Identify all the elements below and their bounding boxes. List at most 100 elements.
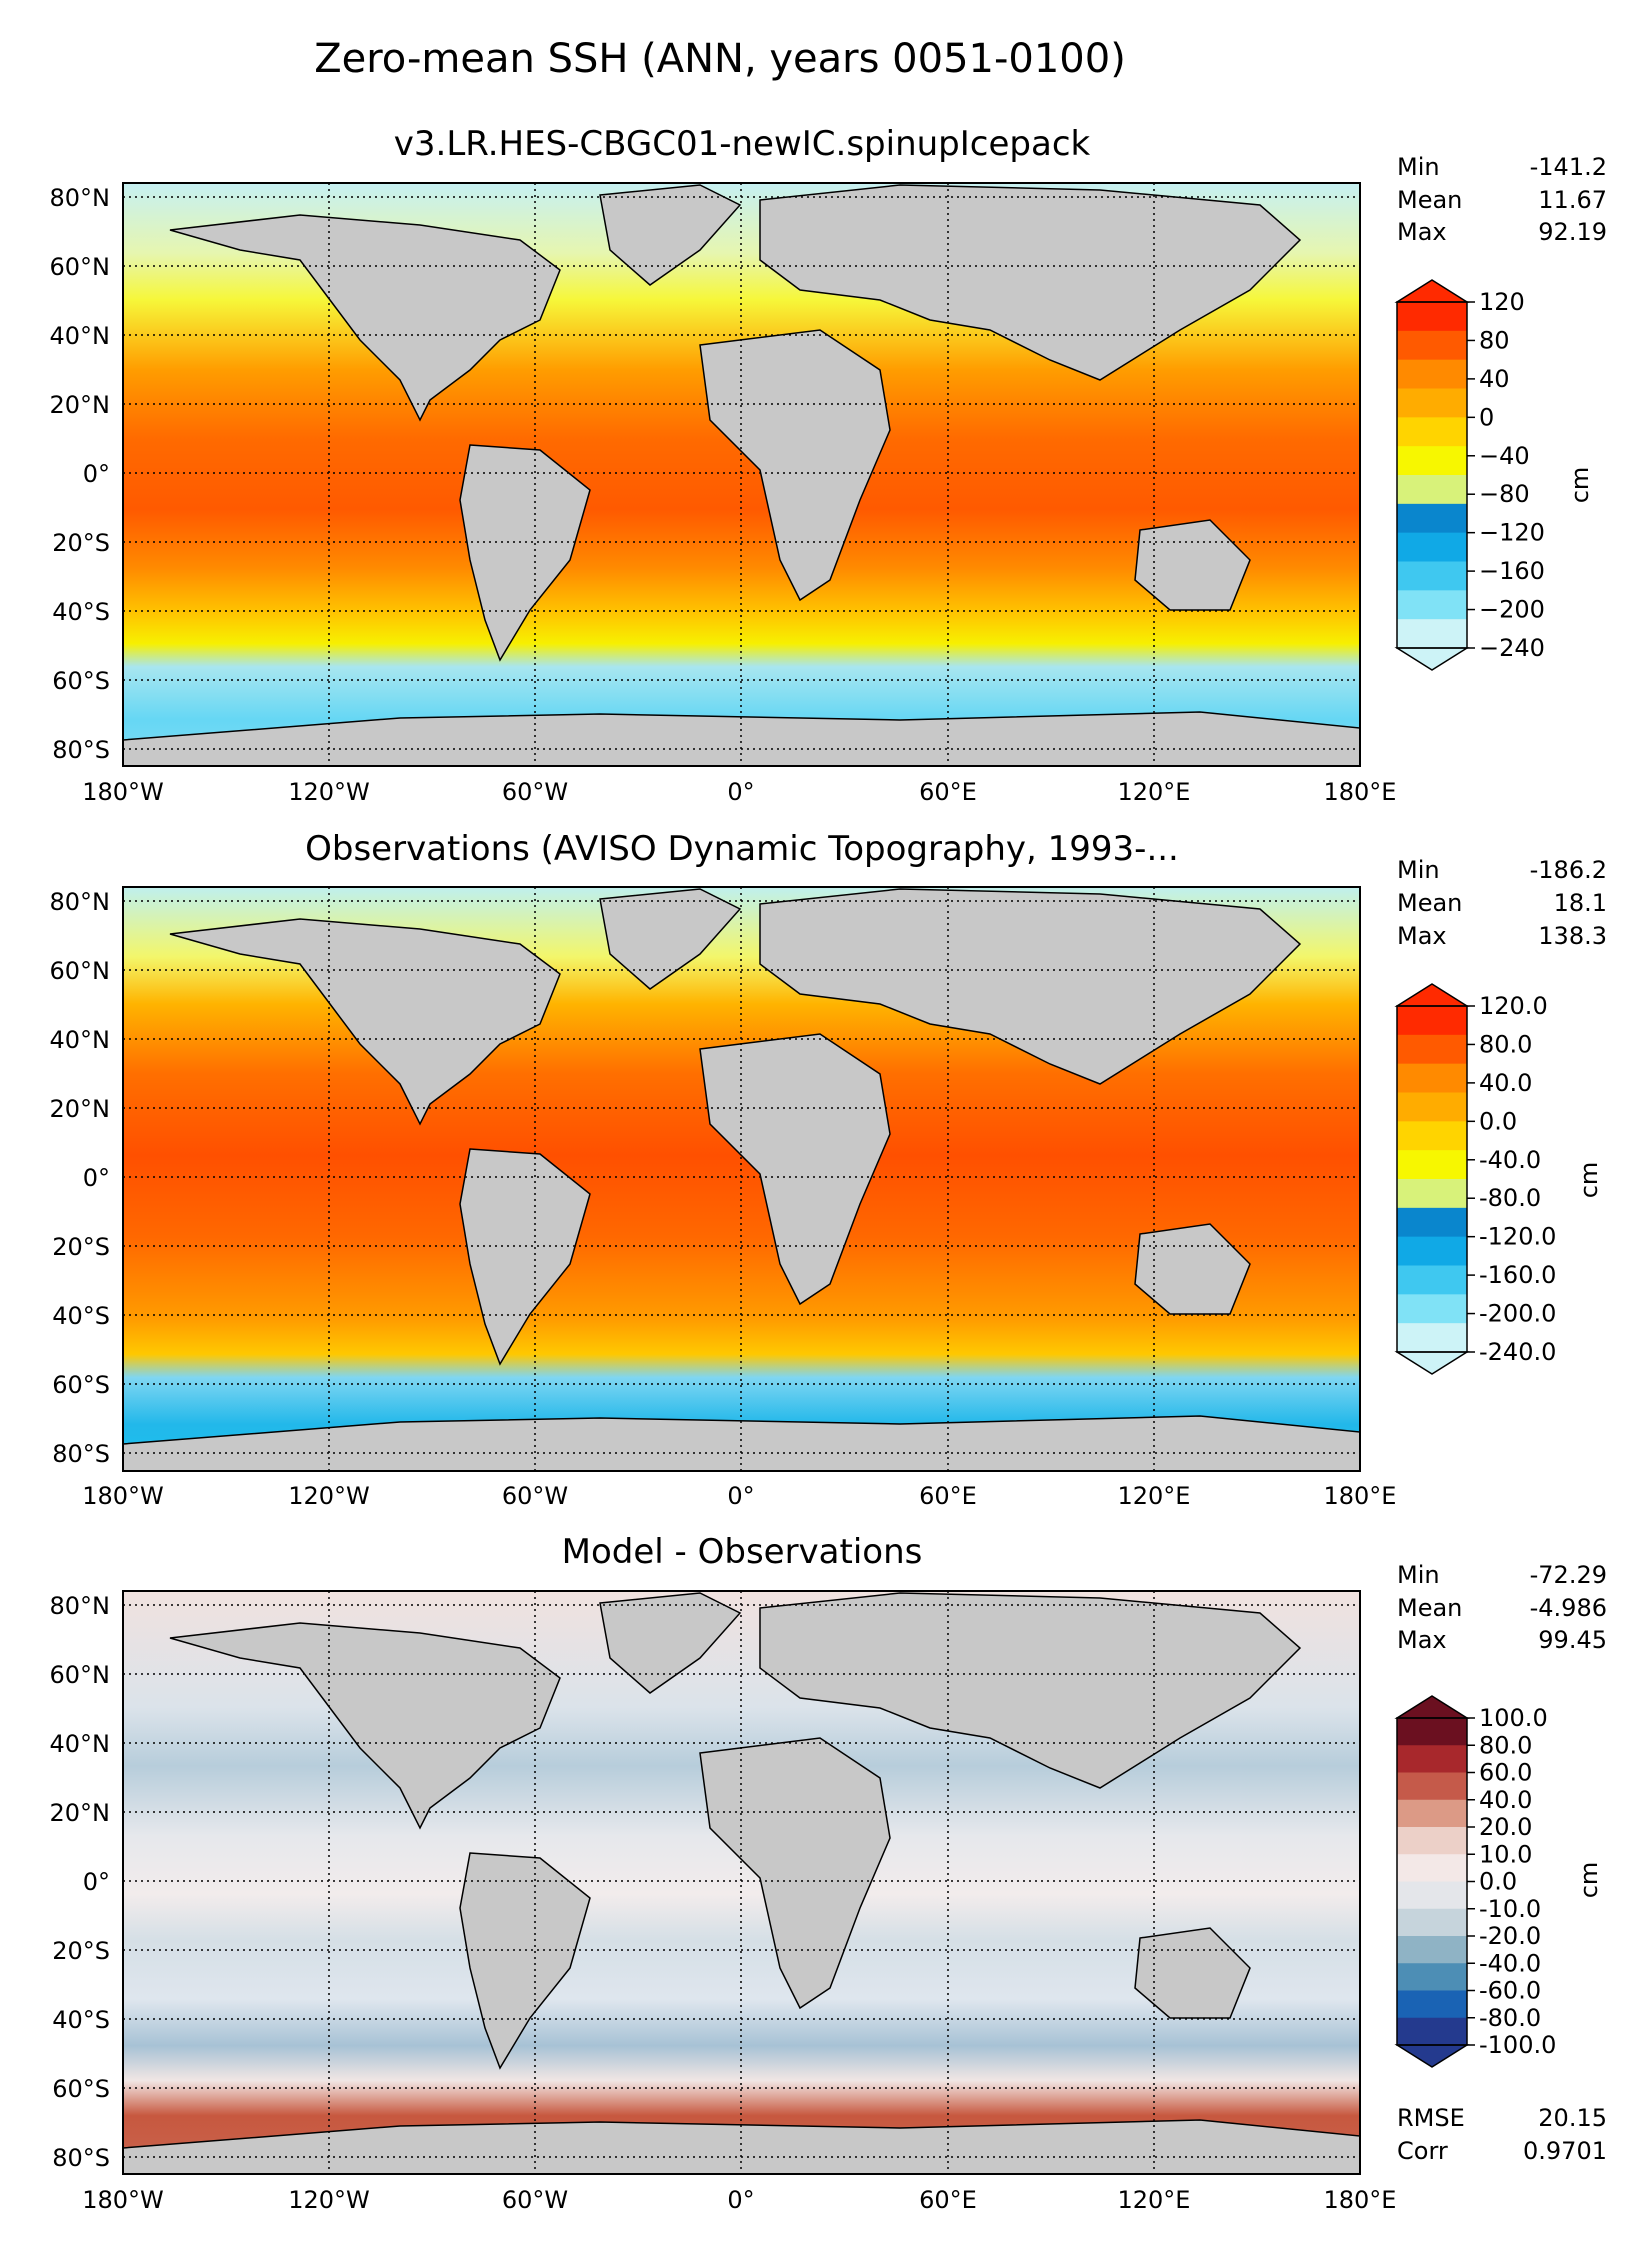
lon-label: 120°W [288,1482,370,1510]
colorbar-tick-label: 20.0 [1479,1813,1532,1841]
lon-label: 60°E [919,1482,977,1510]
lat-label: 40°S [52,1302,110,1330]
metric-label: RMSE [1397,2104,1465,2132]
colorbar-tick-label: -100.0 [1479,2031,1556,2059]
colorbar-swatch [1397,1121,1467,1151]
lat-label: 80°S [52,736,110,764]
colorbar-tick-label: -10.0 [1479,1895,1541,1923]
lat-label: 60°N [50,1661,111,1689]
lat-label: 60°S [52,2075,110,2103]
lat-label: 20°S [52,1937,110,1965]
lon-tick-labels: 180°W 120°W 60°W 0° 60°E 120°E 180°E [82,778,1396,806]
colorbar-tick-label: 40 [1479,365,1510,393]
colorbar-tick-label: −40 [1479,442,1530,470]
colorbar-swatch [1397,417,1467,447]
colorbar-tick-label: 100.0 [1479,1704,1548,1732]
landmasses [122,184,1361,767]
lon-label: 0° [727,2186,754,2214]
stats-block: Min -186.2 Mean 18.1 Max 138.3 [1397,856,1607,950]
africa [699,329,891,602]
lon-label: 180°E [1324,778,1397,806]
colorbar-swatch [1397,1092,1467,1122]
map-frame [122,886,1361,1472]
lon-tick-labels: 180°W 120°W 60°W 0° 60°E 120°E 180°E [82,1482,1396,1510]
colorbar-swatch [1397,1854,1467,1882]
stat-value: -186.2 [1530,856,1607,884]
lon-tick-labels: 180°W 120°W 60°W 0° 60°E 120°E 180°E [82,2186,1396,2214]
colorbar-tick-label: -160.0 [1479,1261,1556,1289]
colorbar-swatch [1397,1236,1467,1266]
map-area [122,182,1361,767]
colorbar-unit: cm [1575,1862,1603,1899]
lon-label: 120°E [1118,778,1191,806]
colorbar-min-extension [1394,647,1470,671]
colorbar-tick-label: −200 [1479,596,1545,624]
colorbar-tick-label: -80.0 [1479,1184,1541,1212]
colorbar-swatch [1397,1963,1467,1991]
greenland [599,888,742,990]
stat-label: Mean [1397,1594,1462,1622]
colorbar-tick-label: 0.0 [1479,1107,1517,1135]
lat-label: 20°N [50,1095,111,1123]
colorbar-tick-label: −80 [1479,480,1530,508]
landmasses [122,888,1361,1472]
lat-label: 80°N [50,184,111,212]
stat-value: 11.67 [1538,186,1607,214]
lon-label: 180°E [1324,2186,1397,2214]
colorbar-tick-label: -240.0 [1479,1338,1556,1366]
lat-label: 80°S [52,1440,110,1468]
colorbar-swatch [1397,388,1467,418]
panel-title: Model - Observations [562,1532,923,1572]
colorbar-swatch [1397,1718,1467,1746]
figure-title: Zero-mean SSH (ANN, years 0051-0100) [314,36,1126,82]
stat-value: -72.29 [1530,1561,1607,1589]
africa [699,1737,891,2010]
lat-label: 40°S [52,598,110,626]
stat-value: 99.45 [1538,1626,1607,1654]
stat-value: -4.986 [1530,1594,1607,1622]
colorbar-tick-label: 120.0 [1479,992,1548,1020]
lat-label: 80°S [52,2144,110,2172]
colorbar-tick-label: 80.0 [1479,1030,1532,1058]
colorbar-swatch [1397,1908,1467,1937]
colorbar-swatch [1397,1772,1467,1801]
map-area [122,1590,1361,2175]
gridlines [123,887,1360,1471]
stat-label: Max [1397,218,1447,246]
colorbar-tick-label: −160 [1479,557,1545,585]
colorbar-unit: cm [1575,1162,1603,1199]
map-frame [122,1590,1361,2175]
colorbar-swatch [1397,1881,1467,1910]
colorbar-max-extension [1394,279,1470,303]
stat-value: 92.19 [1538,218,1607,246]
colorbar-swatch [1397,503,1467,534]
stat-label: Max [1397,1626,1447,1654]
south-america [459,444,591,662]
colorbar-swatch [1397,475,1467,505]
colorbar-tick-label: 80 [1479,326,1510,354]
colorbar-tick-label: 10.0 [1479,1840,1532,1868]
stat-label: Min [1397,1561,1440,1589]
colorbar-swatch [1397,619,1467,649]
lat-label: 0° [83,1868,110,1896]
colorbar-min-extension [1394,2044,1470,2068]
colorbar-min-extension [1394,1351,1470,1375]
colorbar-tick-label: -80.0 [1479,2004,1541,2032]
map-area [122,886,1361,1472]
south-america [459,1148,591,1366]
colorbar-frame [1396,301,1468,649]
lon-label: 60°W [502,778,568,806]
colorbar-swatch [1397,561,1467,591]
stat-value: 138.3 [1538,922,1607,950]
colorbar-tick-label: −120 [1479,519,1545,547]
north-america [169,1622,561,1830]
greenland [599,184,742,286]
lat-label: 0° [83,460,110,488]
lat-label: 60°S [52,1371,110,1399]
metric-value: 20.15 [1538,2104,1607,2132]
lon-label: 120°E [1118,1482,1191,1510]
colorbar-tick-label: 80.0 [1479,1731,1532,1759]
greenland [599,1592,742,1694]
lat-label: 40°N [50,1730,111,1758]
lon-label: 180°W [82,778,164,806]
